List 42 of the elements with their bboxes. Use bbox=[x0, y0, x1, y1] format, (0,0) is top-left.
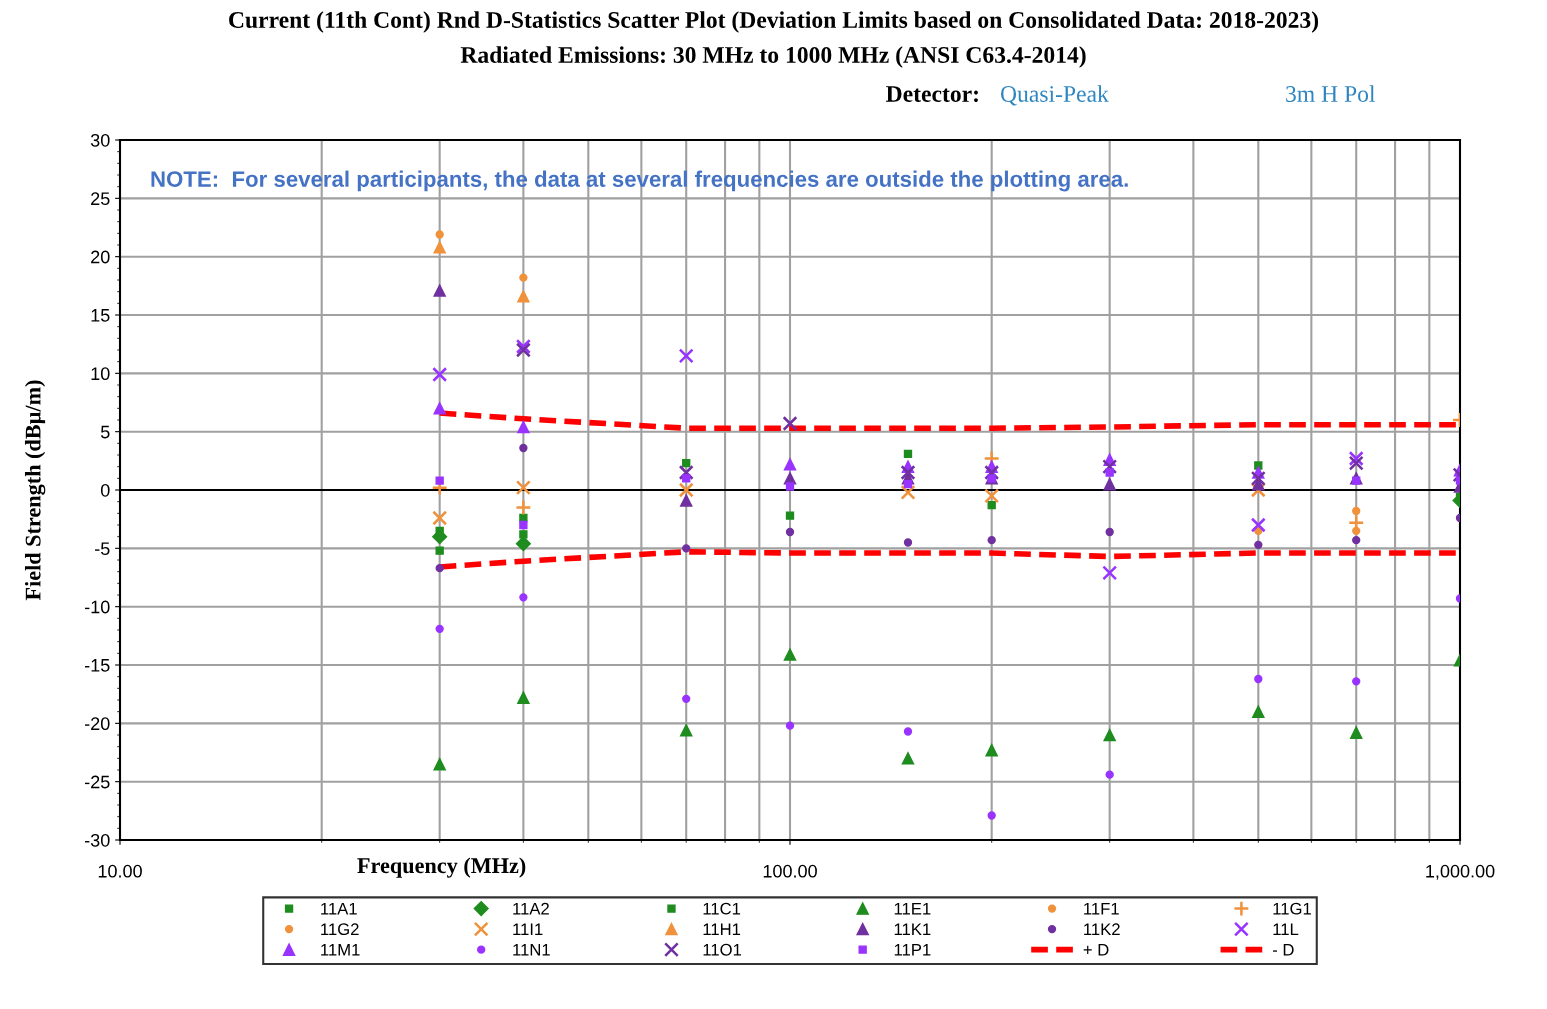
y-tick-label: -5 bbox=[95, 542, 110, 556]
x-tick-label: 100.00 bbox=[763, 864, 817, 878]
annotation: NOTE: For several participants, the data at several frequencies are outside the plotting area. bbox=[151, 170, 1128, 192]
y-tick-label: 0 bbox=[100, 483, 110, 497]
y-tick-label: 15 bbox=[91, 309, 110, 322]
legend-label: 11M1 bbox=[321, 944, 360, 956]
y-tick-label: -25 bbox=[84, 775, 110, 789]
y-tick-label: -15 bbox=[84, 659, 110, 672]
x-tick-label: 10.00 bbox=[98, 864, 142, 878]
legend-label: 11G1 bbox=[1273, 902, 1311, 915]
y-axis-title: Field Strength (dBµ/m) bbox=[24, 380, 46, 601]
legend-label: 11A2 bbox=[513, 902, 549, 915]
text: Detector: bbox=[886, 86, 978, 103]
legend-label: 11I1 bbox=[513, 923, 543, 935]
legend-label: 11O1 bbox=[703, 943, 742, 956]
legend-label: 11P1 bbox=[894, 944, 931, 956]
legend-label: - D bbox=[1272, 944, 1294, 956]
x-tick-label: 1,000.00 bbox=[1426, 864, 1495, 880]
chart-subtitle: Radiated Emissions: 30 MHz to 1000 MHz (ANSI C63.4-2014) bbox=[460, 46, 1086, 68]
y-tick-label: -30 bbox=[84, 833, 110, 847]
legend-label: 11K2 bbox=[1084, 923, 1120, 935]
legend-label: 11F1 bbox=[1084, 902, 1119, 915]
legend-label: + D bbox=[1083, 944, 1109, 956]
y-tick-label: 5 bbox=[100, 425, 110, 439]
legend-label: 11G2 bbox=[321, 923, 359, 936]
x-axis-title: Frequency (MHz) bbox=[357, 857, 526, 878]
legend-label: 11H1 bbox=[703, 923, 741, 935]
chart-title: Current (11th Cont) Rnd D-Statistics Scatter Plot (Deviation Limits based on Consolidated Data: 2018-2023) bbox=[229, 11, 1319, 33]
text: 3m H Pol bbox=[1286, 85, 1376, 102]
legend-label: 11L bbox=[1273, 923, 1299, 935]
legend-label: 11N1 bbox=[513, 944, 550, 956]
y-tick-label: 10 bbox=[91, 367, 110, 381]
y-tick-label: -20 bbox=[84, 717, 110, 731]
legend-label: 11E1 bbox=[894, 902, 931, 915]
legend-label: 11C1 bbox=[703, 902, 741, 915]
y-tick-label: 20 bbox=[91, 250, 110, 264]
legend-label: 11A1 bbox=[321, 902, 357, 915]
y-tick-label: 30 bbox=[90, 133, 110, 147]
legend-label: 11K1 bbox=[894, 923, 931, 935]
y-tick-label: 25 bbox=[91, 192, 110, 206]
y-tick-label: -10 bbox=[84, 600, 110, 614]
text: Quasi-Peak bbox=[1000, 85, 1109, 106]
